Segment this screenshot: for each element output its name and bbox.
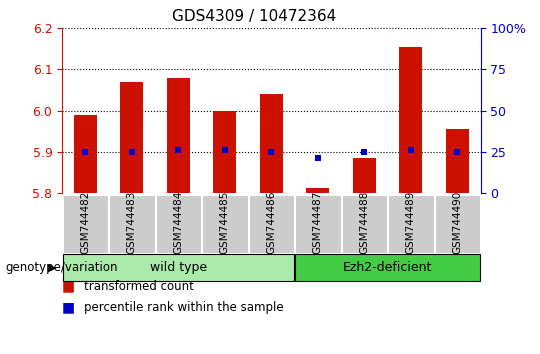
Text: GSM744489: GSM744489 xyxy=(406,190,416,254)
Text: transformed count: transformed count xyxy=(84,280,193,292)
Text: GSM744486: GSM744486 xyxy=(266,190,276,254)
Bar xyxy=(446,129,469,193)
Text: GSM744485: GSM744485 xyxy=(220,190,230,254)
Text: ■: ■ xyxy=(62,300,75,314)
Text: ■: ■ xyxy=(62,279,75,293)
Text: GDS4309 / 10472364: GDS4309 / 10472364 xyxy=(172,9,336,24)
Bar xyxy=(213,111,237,193)
Bar xyxy=(74,115,97,193)
Text: GSM744483: GSM744483 xyxy=(127,190,137,254)
Text: ▶: ▶ xyxy=(48,262,57,273)
Text: percentile rank within the sample: percentile rank within the sample xyxy=(84,301,284,314)
Bar xyxy=(260,94,283,193)
Text: GSM744482: GSM744482 xyxy=(80,190,90,254)
Text: GSM744484: GSM744484 xyxy=(173,190,184,254)
Bar xyxy=(306,188,329,193)
Bar xyxy=(167,78,190,193)
Bar xyxy=(353,158,376,193)
Text: genotype/variation: genotype/variation xyxy=(5,261,118,274)
Text: GSM744488: GSM744488 xyxy=(359,190,369,254)
Text: GSM744490: GSM744490 xyxy=(453,190,462,254)
Text: wild type: wild type xyxy=(150,261,207,274)
Bar xyxy=(399,47,422,193)
Bar xyxy=(120,82,144,193)
Text: Ezh2-deficient: Ezh2-deficient xyxy=(343,261,433,274)
Text: GSM744487: GSM744487 xyxy=(313,190,323,254)
